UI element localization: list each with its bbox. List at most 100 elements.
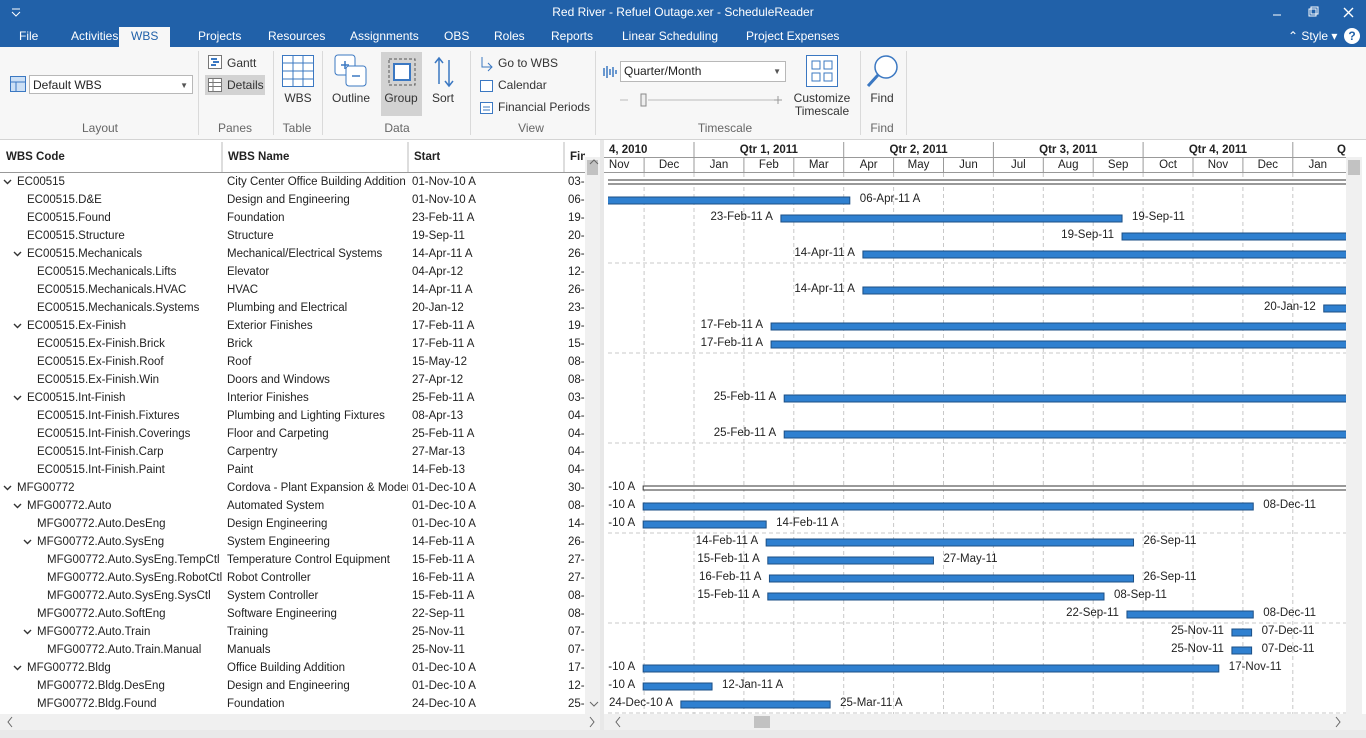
start-date: 04-Apr-12 bbox=[412, 266, 463, 278]
button-label[interactable]: Sort bbox=[432, 91, 454, 105]
menu-tab[interactable]: Projects bbox=[198, 29, 241, 43]
layout-select[interactable]: Default WBS▼ bbox=[29, 75, 193, 94]
vscroll[interactable] bbox=[585, 157, 600, 714]
wbs-code: EC00515.Ex-Finish.Brick bbox=[37, 338, 165, 350]
bar-finish-label: 27-May-11 bbox=[943, 553, 997, 565]
hscroll[interactable] bbox=[0, 714, 600, 730]
wbs-name: Exterior Finishes bbox=[227, 320, 313, 332]
sort-icon[interactable] bbox=[432, 56, 456, 88]
finish-date: 25- bbox=[568, 698, 585, 710]
separator bbox=[273, 51, 274, 135]
wbs-code: MFG00772.Auto.Train bbox=[37, 626, 150, 638]
find-icon[interactable] bbox=[865, 53, 901, 89]
separator bbox=[322, 51, 323, 135]
wbs-code: EC00515 bbox=[17, 176, 65, 188]
wbs-name: Carpentry bbox=[227, 446, 278, 458]
button-label[interactable]: Outline bbox=[332, 91, 370, 105]
wbs-code: MFG00772.Bldg bbox=[27, 662, 111, 674]
outline-icon[interactable] bbox=[334, 54, 368, 88]
bar-finish-label: 07-Dec-11 bbox=[1262, 643, 1315, 655]
finish-date: 19- bbox=[568, 212, 585, 224]
finish-date: 27- bbox=[568, 572, 585, 584]
vscroll-thumb[interactable] bbox=[1348, 160, 1360, 175]
wbs-name: Temperature Control Equipment bbox=[227, 554, 391, 566]
wbs-name: System Engineering bbox=[227, 536, 330, 548]
table-icon[interactable] bbox=[282, 55, 314, 87]
bar-start-label: 23-Feb-11 A bbox=[710, 211, 773, 223]
task-bar bbox=[643, 665, 1219, 672]
finish-date: 26- bbox=[568, 248, 585, 260]
bar-start-label: 19-Sep-11 bbox=[1061, 229, 1114, 241]
help-button[interactable]: ? bbox=[1343, 27, 1361, 45]
task-bar bbox=[769, 575, 1133, 582]
menu-tab[interactable]: Activities bbox=[71, 29, 118, 43]
finish-date: 08- bbox=[568, 374, 585, 386]
hscroll-thumb[interactable] bbox=[754, 716, 770, 728]
button-label[interactable]: Customize bbox=[794, 91, 851, 105]
wbs-name: Cordova - Plant Expansion & Moderni bbox=[227, 482, 419, 494]
menu-tab[interactable]: OBS bbox=[444, 29, 469, 43]
panes-details[interactable]: Details bbox=[205, 75, 265, 95]
finish-date: 04- bbox=[568, 446, 585, 458]
bar-start-label: -10 A bbox=[608, 679, 635, 691]
separator bbox=[198, 51, 199, 135]
button-label[interactable]: Group bbox=[384, 91, 417, 105]
menu-tab[interactable]: File bbox=[19, 29, 38, 43]
month-label: Jul bbox=[1011, 159, 1026, 171]
menu-tab[interactable]: Project Expenses bbox=[746, 29, 839, 43]
button-label[interactable]: Find bbox=[870, 91, 893, 105]
bar-finish-label: 26-Sep-11 bbox=[1144, 571, 1197, 583]
button-label[interactable]: Calendar bbox=[498, 78, 547, 92]
group-label: Layout bbox=[82, 121, 118, 135]
style-label[interactable]: Style bbox=[1301, 29, 1328, 43]
wbs-name: Paint bbox=[227, 464, 254, 476]
finish-date: 04- bbox=[568, 428, 585, 440]
bar-start-label: 22-Sep-11 bbox=[1066, 607, 1119, 619]
style-menu[interactable]: ⌃ Style ▾ bbox=[1288, 29, 1337, 43]
bar-finish-label: 07-Dec-11 bbox=[1262, 625, 1315, 637]
timescale-select[interactable]: Quarter/Month▼ bbox=[620, 61, 786, 82]
svg-text:?: ? bbox=[1348, 29, 1355, 43]
hscroll[interactable] bbox=[604, 714, 1366, 730]
panes-gantt[interactable]: Gantt bbox=[205, 53, 265, 73]
button-label[interactable]: Financial Periods bbox=[498, 100, 590, 114]
task-bar bbox=[768, 593, 1104, 600]
window-controls[interactable] bbox=[1270, 6, 1360, 20]
gantt-icon bbox=[208, 55, 222, 69]
finish-date: 17- bbox=[568, 662, 585, 674]
task-bar bbox=[771, 323, 1366, 330]
wbs-code: MFG00772.Auto bbox=[27, 500, 111, 512]
menu-tab[interactable]: WBS bbox=[119, 27, 170, 47]
vscroll[interactable] bbox=[1346, 157, 1362, 714]
wbs-name: Elevator bbox=[227, 266, 269, 278]
task-bar bbox=[771, 341, 1366, 348]
title-bar: Red River - Refuel Outage.xer - Schedule… bbox=[0, 0, 1366, 25]
menu-tab[interactable]: Assignments bbox=[350, 29, 419, 43]
wbs-name: Robot Controller bbox=[227, 572, 311, 584]
wbs-code: EC00515.Int-Finish.Carp bbox=[37, 446, 164, 458]
menu-tab[interactable]: Roles bbox=[494, 29, 525, 43]
button-label[interactable]: Go to WBS bbox=[498, 56, 558, 70]
button-label[interactable]: WBS bbox=[284, 91, 311, 105]
group-label: Timescale bbox=[698, 121, 752, 135]
month-label: Jun bbox=[959, 159, 978, 171]
quick-access[interactable] bbox=[10, 6, 22, 18]
wbs-code: EC00515.Int-Finish bbox=[27, 392, 125, 404]
customize-icon[interactable] bbox=[806, 55, 838, 87]
bar-start-label: 25-Nov-11 bbox=[1171, 625, 1224, 637]
menu-tab[interactable]: Linear Scheduling bbox=[622, 29, 718, 43]
bar-start-label: 14-Apr-11 A bbox=[794, 247, 855, 259]
start-date: 01-Nov-10 A bbox=[412, 176, 476, 188]
menu-tab[interactable]: Resources bbox=[268, 29, 325, 43]
task-bar bbox=[766, 539, 1133, 546]
menu-tab[interactable]: Reports bbox=[551, 29, 593, 43]
group-icon[interactable] bbox=[386, 56, 418, 88]
button-label[interactable]: Timescale bbox=[795, 104, 849, 118]
start-date: 27-Apr-12 bbox=[412, 374, 463, 386]
month-label: Oct bbox=[1159, 159, 1178, 171]
task-bar bbox=[768, 557, 934, 564]
zoom-slider[interactable] bbox=[618, 92, 784, 108]
finish-date: 04- bbox=[568, 464, 585, 476]
wbs-name: Office Building Addition bbox=[227, 662, 345, 674]
